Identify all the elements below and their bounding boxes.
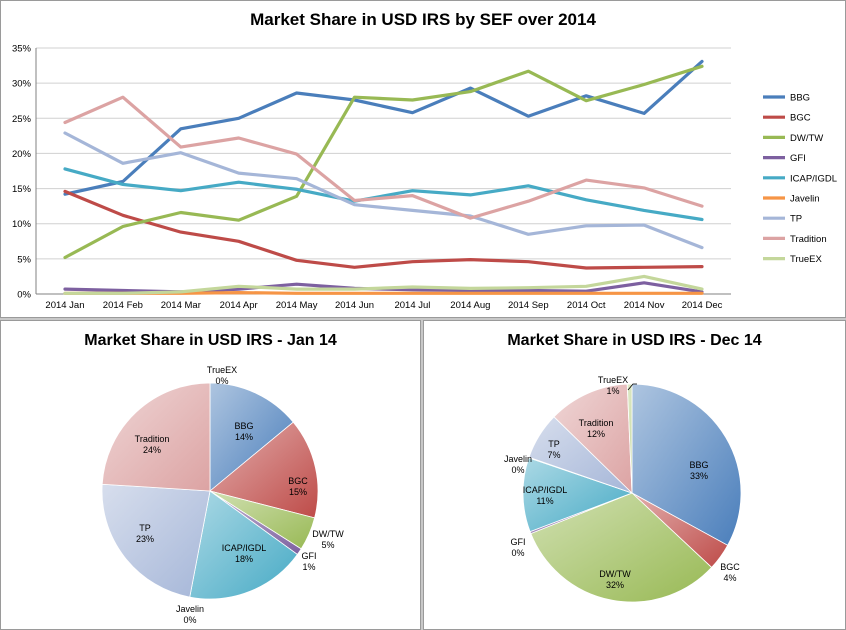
pie-label-name-dw-tw: DW/TW (312, 529, 344, 539)
series-line-dw-tw (63, 64, 704, 260)
x-tick-label: 2014 Jun (335, 300, 374, 311)
x-tick-label: 2014 May (276, 300, 318, 311)
pie-label-value-bbg: 33% (690, 471, 708, 481)
y-tick-label: 30% (12, 79, 32, 90)
pie-label-value-bgc: 4% (723, 573, 736, 583)
pie-slice-bgc (209, 421, 319, 519)
x-tick-label: 2014 Jul (394, 300, 430, 311)
pie-chart-dec-title: Market Share in USD IRS - Dec 14 (507, 332, 762, 349)
legend-label-javelin: Javelin (790, 194, 820, 205)
series-line-tp (63, 131, 704, 250)
pie-label-name-tp: TP (548, 439, 560, 449)
legend-label-bbg: BBG (790, 93, 810, 104)
pie-slice-tradition (553, 383, 633, 494)
pie-leader-line (627, 383, 637, 391)
legend-label-tp: TP (790, 214, 802, 225)
line-chart-panel: Market Share in USD IRS by SEF over 2014… (0, 0, 846, 318)
pie-label-value-trueex: 0% (215, 376, 228, 386)
pie-label-name-bbg: BBG (689, 460, 708, 470)
pie-label-name-bgc: BGC (288, 476, 308, 486)
pie-label-value-tp: 7% (547, 450, 560, 460)
pie-chart-jan-panel: Market Share in USD IRS - Jan 14 BBG 14% B… (0, 320, 421, 630)
x-tick-label: 2014 Feb (103, 300, 143, 311)
pie-label-value-tp: 23% (136, 534, 154, 544)
x-tick-label: 2014 Apr (220, 300, 258, 311)
pie-label-name-dw-tw: DW/TW (599, 569, 631, 579)
x-tick-label: 2014 Aug (450, 300, 490, 311)
y-tick-label: 10% (12, 219, 32, 230)
pie-label-value-icap-igdl: 11% (536, 496, 553, 506)
pie-slice-icap-igdl (189, 490, 298, 600)
y-tick-label: 25% (12, 114, 32, 125)
pie-label-name-tradition: Tradition (579, 418, 614, 428)
pie-label-value-tradition: 12% (587, 429, 605, 439)
pie-label-name-icap-igdl: ICAP/IGDL (523, 485, 568, 495)
pie-chart-dec-panel: Market Share in USD IRS - Dec 14 BBG 33% B… (423, 320, 846, 630)
pie-chart-dec: BBG33%BGC4%DW/TW32%GFI0%ICAP/IGDL11%Jave… (504, 375, 742, 603)
pie-label-value-dw-tw: 5% (321, 540, 334, 550)
x-tick-label: 2014 Dec (682, 300, 723, 311)
pie-label-value-gfi: 1% (302, 562, 315, 572)
pie-slice-trueex (626, 383, 633, 494)
x-tick-label: 2014 Mar (161, 300, 201, 311)
series-line-icap-igdl (63, 167, 704, 222)
pie-slice-bbg (209, 382, 294, 492)
x-tick-label: 2014 Jan (45, 300, 84, 311)
pie-label-name-bgc: BGC (720, 562, 740, 572)
legend-label-icap-igdl: ICAP/IGDL (790, 173, 837, 184)
pie-label-value-gfi: 0% (511, 548, 524, 558)
y-tick-label: 35% (12, 44, 32, 55)
pie-label-value-javelin: 0% (511, 465, 524, 475)
x-tick-label: 2014 Oct (567, 300, 606, 311)
line-chart-title: Market Share in USD IRS by SEF over 2014 (250, 10, 596, 29)
pie-slice-tradition (101, 382, 211, 492)
pie-slice-bbg (631, 383, 742, 546)
pie-label-name-tradition: Tradition (135, 434, 170, 444)
pie-slice-dw-tw (530, 492, 713, 603)
pie-chart-jan-title: Market Share in USD IRS - Jan 14 (84, 332, 337, 349)
legend-label-tradition: Tradition (790, 234, 827, 245)
series-line-trueex (63, 274, 704, 295)
pie-label-value-bbg: 14% (235, 432, 253, 442)
y-tick-label: 0% (17, 290, 31, 301)
pie-label-name-gfi: GFI (511, 537, 526, 547)
pie-label-value-icap-igdl: 18% (235, 554, 253, 564)
pie-label-name-trueex: TrueEX (598, 375, 628, 385)
x-tick-label: 2014 Sep (508, 300, 549, 311)
pie-label-name-icap-igdl: ICAP/IGDL (222, 543, 267, 553)
y-tick-label: 15% (12, 184, 32, 195)
pie-label-name-gfi: GFI (302, 551, 317, 561)
y-tick-label: 5% (17, 254, 31, 265)
pie-label-name-bbg: BBG (234, 421, 253, 431)
y-tick-label: 20% (12, 149, 32, 160)
series-line-tradition (63, 95, 704, 220)
legend-label-dw-tw: DW/TW (790, 133, 823, 144)
pie-slice-icap-igdl (522, 457, 634, 533)
pie-label-value-dw-tw: 32% (606, 580, 624, 590)
series-line-bgc (63, 189, 704, 270)
legend-label-gfi: GFI (790, 153, 806, 164)
legend-label-trueex: TrueEX (790, 254, 823, 265)
pie-label-value-bgc: 15% (289, 487, 307, 497)
pie-label-value-javelin: 0% (183, 615, 196, 625)
pie-label-value-trueex: 1% (606, 386, 619, 396)
legend-label-bgc: BGC (790, 113, 811, 124)
pie-label-name-javelin: Javelin (504, 454, 532, 464)
pie-label-name-javelin: Javelin (176, 604, 204, 614)
x-tick-label: 2014 Nov (624, 300, 665, 311)
pie-slice-tp (101, 483, 211, 598)
pie-label-value-tradition: 24% (143, 445, 161, 455)
pie-label-name-tp: TP (139, 523, 151, 533)
pie-label-name-trueex: TrueEX (207, 365, 237, 375)
line-chart: 0% 5% 10% 15% 20% 25% 30% 35% 2014 Jan 2014 Feb 20… (12, 44, 837, 312)
